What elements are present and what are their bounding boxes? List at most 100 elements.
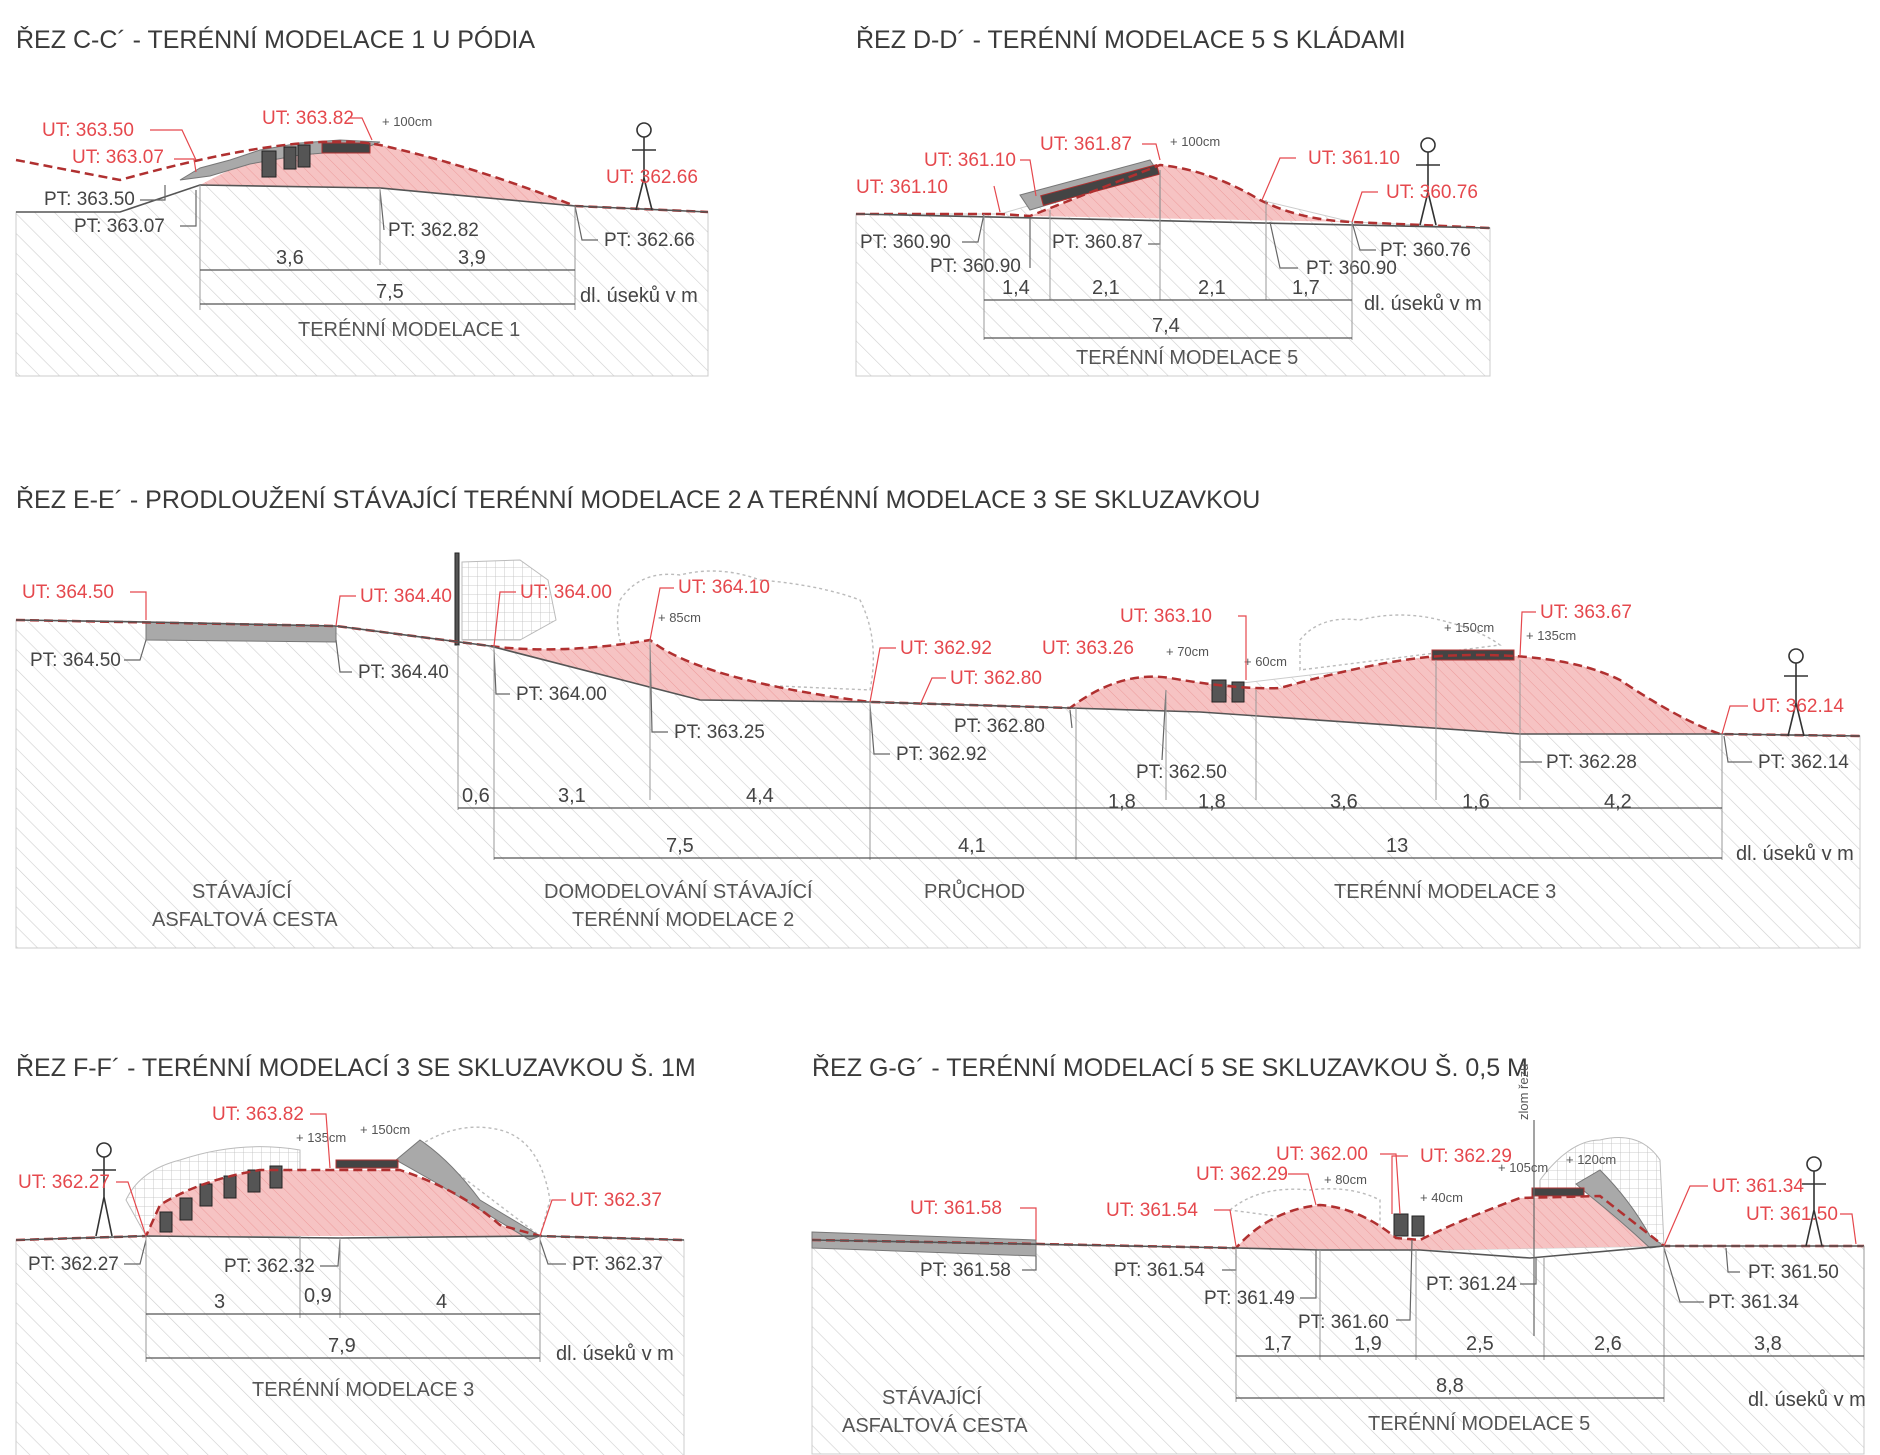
dimension-extension xyxy=(199,185,576,310)
dimension-value: 2,6 xyxy=(1594,1333,1622,1355)
section-title: ŘEZ E-E´ - PRODLOUŽENÍ STÁVAJÍCÍ TERÉNNÍ… xyxy=(16,485,1260,514)
ut-label: UT: 362.80 xyxy=(950,668,1042,689)
ut-label: UT: 364.50 xyxy=(22,582,114,603)
dimension-total: 8,8 xyxy=(1436,1375,1464,1397)
human-scale-figure xyxy=(632,122,656,211)
unit-label: dl. úseků v m xyxy=(556,1343,674,1365)
leader-line xyxy=(140,185,598,241)
pt-label: PT: 360.87 xyxy=(1052,232,1143,253)
pt-label: PT: 361.58 xyxy=(920,1260,1011,1281)
dimension-value: 3,8 xyxy=(1754,1333,1782,1355)
ut-label: UT: 362.29 xyxy=(1420,1146,1512,1167)
pt-label: PT: 360.90 xyxy=(930,256,1021,277)
leader-line xyxy=(124,1239,566,1267)
hedge-vegetation xyxy=(461,559,557,641)
dimension-total: 7,5 xyxy=(376,281,404,303)
step-block xyxy=(223,1175,237,1199)
pt-label: PT: 364.00 xyxy=(516,684,607,705)
log-slab xyxy=(1040,164,1160,206)
leader-line xyxy=(150,117,373,173)
bench-block xyxy=(1231,681,1245,703)
fence-post xyxy=(454,552,460,646)
dimension-value: 4,2 xyxy=(1604,791,1632,813)
section-title: ŘEZ G-G´ - TERÉNNÍ MODELACÍ 5 SE SKLUZAV… xyxy=(812,1053,1528,1082)
pt-label: PT: 361.54 xyxy=(1114,1260,1205,1281)
human-scale-figure xyxy=(1416,137,1440,226)
ut-label: UT: 362.37 xyxy=(570,1190,662,1211)
dimension-value: 1,8 xyxy=(1198,791,1226,813)
bench-block xyxy=(297,144,311,168)
original-terrain-line xyxy=(855,213,1491,229)
zone-label: TERÉNNÍ MODELACE 1 xyxy=(298,318,520,341)
dimension-extension xyxy=(457,640,1723,860)
terrain-mound xyxy=(146,1170,540,1236)
new-terrain-line xyxy=(15,1168,685,1242)
section-cc: ŘEZ C-C´ - TERÉNNÍ MODELACE 1 U PÓDIA UT… xyxy=(15,25,709,377)
bench-block xyxy=(1411,1215,1425,1237)
pt-label: PT: 364.50 xyxy=(30,650,121,671)
slide-platform xyxy=(1531,1187,1585,1197)
dimension-extension xyxy=(145,1236,541,1362)
step-block xyxy=(247,1169,261,1193)
ut-label: UT: 361.50 xyxy=(1746,1204,1838,1225)
dimension-value: 1,8 xyxy=(1108,791,1136,813)
section-dd: ŘEZ D-D´ - TERÉNNÍ MODELACE 5 S KLÁDAMI … xyxy=(855,25,1491,377)
section-title: ŘEZ F-F´ - TERÉNNÍ MODELACÍ 3 SE SKLUZAV… xyxy=(16,1053,696,1082)
ut-label: UT: 361.54 xyxy=(1106,1200,1198,1221)
offset-label: + 135cm xyxy=(1526,628,1576,643)
original-terrain-line xyxy=(16,184,709,213)
dimension-total: 7,5 xyxy=(666,835,694,857)
step-block xyxy=(179,1197,193,1221)
zone-label: ASFALTOVÁ CESTA xyxy=(152,908,338,931)
slide-platform xyxy=(1431,649,1515,661)
section-gg: ŘEZ G-G´ - TERÉNNÍ MODELACÍ 5 SE SKLUZAV… xyxy=(811,1053,1866,1455)
pt-label: PT: 362.80 xyxy=(954,716,1045,737)
pt-label: PT: 363.07 xyxy=(74,216,165,237)
offset-label: + 70cm xyxy=(1166,644,1209,659)
ut-label: UT: 363.07 xyxy=(72,147,164,168)
offset-label: + 150cm xyxy=(360,1122,410,1137)
pt-label: PT: 360.90 xyxy=(860,232,951,253)
section-ee: ŘEZ E-E´ - PRODLOUŽENÍ STÁVAJÍCÍ TERÉNNÍ… xyxy=(15,485,1861,949)
dimension-total: 13 xyxy=(1386,835,1408,857)
zone-label: DOMODELOVÁNÍ STÁVAJÍCÍ xyxy=(544,880,813,903)
ut-label: UT: 364.00 xyxy=(520,582,612,603)
dimension-line xyxy=(984,299,1352,339)
human-scale-figure xyxy=(1784,648,1808,737)
dimension-value: 0,6 xyxy=(462,785,490,807)
dimension-value: 4 xyxy=(436,1291,447,1313)
ut-label: UT: 361.58 xyxy=(910,1198,1002,1219)
bench-block xyxy=(1393,1213,1409,1237)
section-title: ŘEZ C-C´ - TERÉNNÍ MODELACE 1 U PÓDIA xyxy=(16,25,535,54)
ut-label: UT: 361.87 xyxy=(1040,134,1132,155)
zone-label: TERÉNNÍ MODELACE 3 xyxy=(252,1378,474,1401)
unit-label: dl. úseků v m xyxy=(1364,293,1482,315)
ut-label: UT: 362.92 xyxy=(900,638,992,659)
pt-label: PT: 362.37 xyxy=(572,1254,663,1275)
dimension-value: 3,6 xyxy=(1330,791,1358,813)
podium-slab xyxy=(321,142,371,154)
dimension-value: 2,1 xyxy=(1092,277,1120,299)
step-block xyxy=(199,1183,213,1207)
zone-label: PRŮCHOD xyxy=(924,879,1025,903)
dimension-total: 7,9 xyxy=(328,1335,356,1357)
unit-label: dl. úseků v m xyxy=(580,285,698,307)
bench-block xyxy=(283,146,297,170)
pt-label: PT: 361.24 xyxy=(1426,1274,1517,1295)
ut-label: UT: 362.27 xyxy=(18,1172,110,1193)
zone-label: TERÉNNÍ MODELACE 5 xyxy=(1368,1412,1590,1435)
ut-label: UT: 363.50 xyxy=(42,120,134,141)
dimension-value: 4,4 xyxy=(746,785,774,807)
offset-label: + 40cm xyxy=(1420,1190,1463,1205)
zone-label: ASFALTOVÁ CESTA xyxy=(842,1414,1028,1437)
pt-label: PT: 362.66 xyxy=(604,230,695,251)
pt-label: PT: 360.76 xyxy=(1380,240,1471,261)
section-title: ŘEZ D-D´ - TERÉNNÍ MODELACE 5 S KLÁDAMI xyxy=(856,25,1406,54)
ut-label: UT: 360.76 xyxy=(1386,182,1478,203)
ut-label: UT: 363.26 xyxy=(1042,638,1134,659)
ut-label: UT: 364.40 xyxy=(360,586,452,607)
ut-label: UT: 361.10 xyxy=(924,150,1016,171)
unit-label: dl. úseků v m xyxy=(1748,1389,1866,1411)
pt-label: PT: 362.92 xyxy=(896,744,987,765)
